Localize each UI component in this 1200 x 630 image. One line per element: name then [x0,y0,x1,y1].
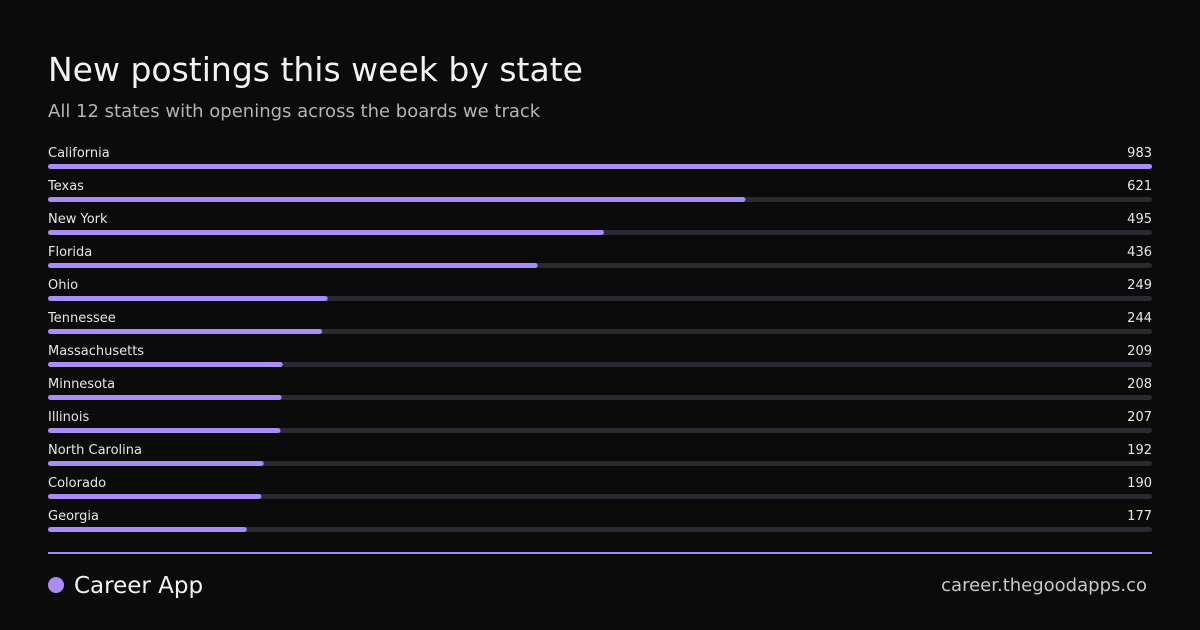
category-label: Georgia [48,509,99,524]
value-label: 209 [1127,344,1152,359]
bar [48,395,282,400]
category-label: Texas [47,179,84,194]
bar-track [48,395,1152,400]
bar-track [48,428,1152,433]
value-label: 177 [1127,509,1152,524]
value-label: 244 [1127,311,1152,326]
value-label: 190 [1127,476,1152,491]
category-label: Ohio [48,278,78,293]
category-label: North Carolina [48,443,142,458]
value-label: 192 [1127,443,1152,458]
value-label: 436 [1127,245,1152,260]
bar [48,527,247,532]
value-label: 495 [1127,212,1152,227]
bar [48,362,283,367]
value-label: 208 [1127,377,1152,392]
bar-track [48,461,1152,466]
value-label: 621 [1127,179,1152,194]
value-label: 207 [1127,410,1152,425]
bar-track [48,362,1152,367]
category-label: California [48,146,110,161]
bar [48,296,328,301]
bar [48,494,262,499]
bar [48,461,264,466]
bar-track [48,329,1152,334]
category-label: Florida [48,245,92,260]
bar [48,197,746,202]
brand-dot [48,577,64,593]
category-label: Colorado [48,476,106,491]
category-label: New York [48,212,108,227]
category-label: Illinois [48,410,89,425]
bar-track [48,494,1152,499]
brand-name: Career App [74,573,203,599]
value-label: 983 [1127,146,1152,161]
category-label: Minnesota [48,377,115,392]
chart-title: New postings this week by state [48,50,583,89]
chart-subtitle: All 12 states with openings across the b… [48,101,541,122]
site-url: career.thegoodapps.co [941,575,1147,596]
category-label: Tennessee [47,311,116,326]
bar [48,329,323,334]
bar [48,164,1152,169]
bar [48,263,538,268]
bar-track [48,527,1152,532]
value-label: 249 [1127,278,1152,293]
bar [48,230,604,235]
bar [48,428,281,433]
category-label: Massachusetts [48,344,144,359]
